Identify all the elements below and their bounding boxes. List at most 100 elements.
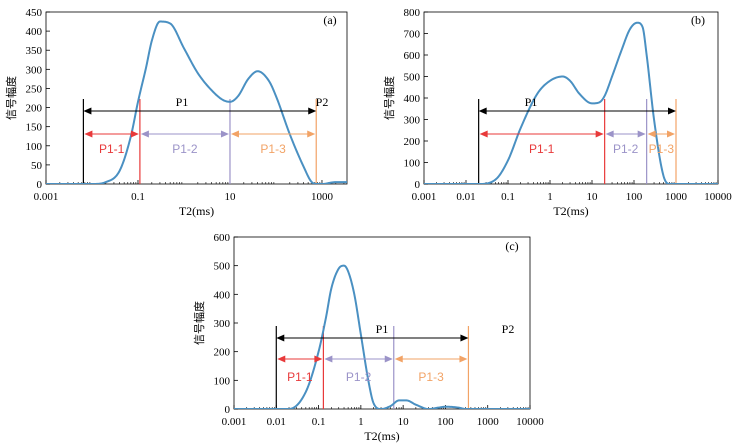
- segment-arrow-head-left: [647, 130, 656, 138]
- segment-arrow-head-right: [307, 130, 316, 138]
- y-tick-label: 350: [26, 45, 43, 57]
- p1-arrow-head-left: [83, 107, 92, 115]
- segment-label: P1-3: [649, 142, 675, 156]
- y-axis-label: 信号幅度: [192, 301, 206, 345]
- p2-label: P2: [316, 95, 329, 109]
- y-tick-label: 800: [404, 7, 421, 19]
- y-tick-label: 500: [214, 261, 231, 273]
- y-tick-label: 150: [26, 122, 43, 134]
- y-tick-label: 400: [214, 289, 231, 301]
- segment-arrow-head-right: [667, 130, 675, 138]
- segment-label: P1-3: [260, 142, 286, 156]
- y-tick-label: 50: [31, 160, 43, 172]
- y-tick-label: 100: [214, 375, 231, 387]
- x-tick-label: 0.001: [34, 191, 59, 203]
- y-tick-label: 600: [404, 50, 421, 62]
- x-tick-label: 0.001: [412, 191, 437, 203]
- x-axis-label: T2(ms): [553, 204, 588, 218]
- p1-arrow-head-left: [276, 334, 285, 342]
- x-tick-label: 0.1: [312, 416, 326, 428]
- x-tick-label: 10000: [704, 191, 732, 203]
- x-tick-label: 0.001: [222, 416, 247, 428]
- segment-label: P1-1: [287, 370, 313, 384]
- segment-arrow-head-left: [230, 130, 239, 138]
- y-tick-label: 600: [214, 232, 231, 244]
- y-axis-label: 信号幅度: [4, 76, 18, 120]
- segment-arrow-head-right: [384, 355, 393, 363]
- p1-label: P1: [376, 322, 389, 336]
- panel-0: 0 50 100 150 200 250 300 350 400 450 0.001 0.1 10 100…: [4, 7, 348, 218]
- x-tick-label: 1: [358, 416, 364, 428]
- segment-arrow-head-right: [130, 130, 139, 138]
- x-tick-label: 100: [437, 416, 454, 428]
- series-line: [424, 21, 718, 184]
- p2-label: P2: [502, 322, 515, 336]
- series-line: [234, 264, 530, 409]
- x-tick-label: 10: [224, 191, 236, 203]
- panel-label: (c): [505, 239, 518, 253]
- segment-arrow-head-right: [637, 130, 646, 138]
- y-tick-label: 0: [225, 404, 231, 416]
- plot-frame: [45, 11, 348, 185]
- y-tick-label: 200: [26, 103, 43, 115]
- x-tick-label: 0.1: [501, 191, 515, 203]
- y-tick-label: 300: [404, 115, 421, 127]
- segment-label: P1-2: [613, 142, 639, 156]
- y-tick-label: 200: [214, 347, 231, 359]
- y-tick-label: 500: [404, 72, 421, 84]
- segment-label: P1-2: [346, 370, 372, 384]
- segment-arrow-head-right: [459, 355, 468, 363]
- panel-2: 0 100 200 300 400 500 600 0.001 0.01 0.1 1 10 100 100…: [192, 232, 544, 443]
- segment-arrow-head-right: [314, 355, 323, 363]
- y-tick-label: 450: [26, 7, 43, 19]
- y-tick-label: 400: [26, 26, 43, 38]
- panel-1: 0 100 200 300 400 500 600 700 800 0.001 0.01 0.1 1 10…: [382, 7, 732, 218]
- segment-arrow-head-left: [140, 130, 149, 138]
- segment-arrow-head-left: [605, 130, 614, 138]
- segment-arrow-head-left: [394, 355, 403, 363]
- x-tick-label: 100: [626, 191, 643, 203]
- series-line: [46, 20, 347, 184]
- x-tick-label: 1000: [311, 191, 334, 203]
- plot-frame: [423, 11, 719, 185]
- y-tick-label: 700: [404, 29, 421, 41]
- y-tick-label: 0: [37, 179, 43, 191]
- segment-arrow-head-right: [220, 130, 229, 138]
- panel-label: (a): [323, 13, 336, 27]
- panel-label: (b): [691, 13, 705, 27]
- y-tick-label: 300: [214, 318, 231, 330]
- x-tick-label: 0.1: [131, 191, 145, 203]
- x-tick-label: 10: [398, 416, 410, 428]
- x-tick-label: 1000: [477, 416, 500, 428]
- x-tick-label: 10000: [516, 416, 544, 428]
- y-tick-label: 250: [26, 83, 43, 95]
- x-tick-label: 10: [587, 191, 599, 203]
- y-tick-label: 300: [26, 64, 43, 76]
- p1-arrow-head-right: [308, 107, 317, 115]
- segment-arrow-head-left: [324, 355, 333, 363]
- segment-arrow-head-left: [277, 355, 286, 363]
- y-tick-label: 100: [404, 158, 421, 170]
- x-tick-label: 0.01: [456, 191, 475, 203]
- y-axis-label: 信号幅度: [382, 76, 396, 120]
- x-axis-label: T2(ms): [364, 429, 399, 443]
- segment-label: P1-1: [99, 142, 125, 156]
- y-tick-label: 400: [404, 93, 421, 105]
- x-tick-label: 0.01: [267, 416, 286, 428]
- p1-arrow-head-left: [478, 107, 487, 115]
- y-tick-label: 100: [26, 141, 43, 153]
- y-tick-label: 200: [404, 136, 421, 148]
- x-axis-label: T2(ms): [179, 204, 214, 218]
- segment-label: P1-1: [529, 142, 555, 156]
- x-tick-label: 1000: [665, 191, 688, 203]
- segment-arrow-head-left: [84, 130, 93, 138]
- segment-label: P1-2: [172, 142, 198, 156]
- segment-label: P1-3: [418, 370, 444, 384]
- p1-label: P1: [525, 95, 538, 109]
- segment-arrow-head-right: [595, 130, 604, 138]
- p1-arrow-head-right: [668, 107, 676, 115]
- p1-arrow-head-right: [460, 334, 469, 342]
- y-tick-label: 0: [415, 179, 421, 191]
- x-tick-label: 1: [547, 191, 553, 203]
